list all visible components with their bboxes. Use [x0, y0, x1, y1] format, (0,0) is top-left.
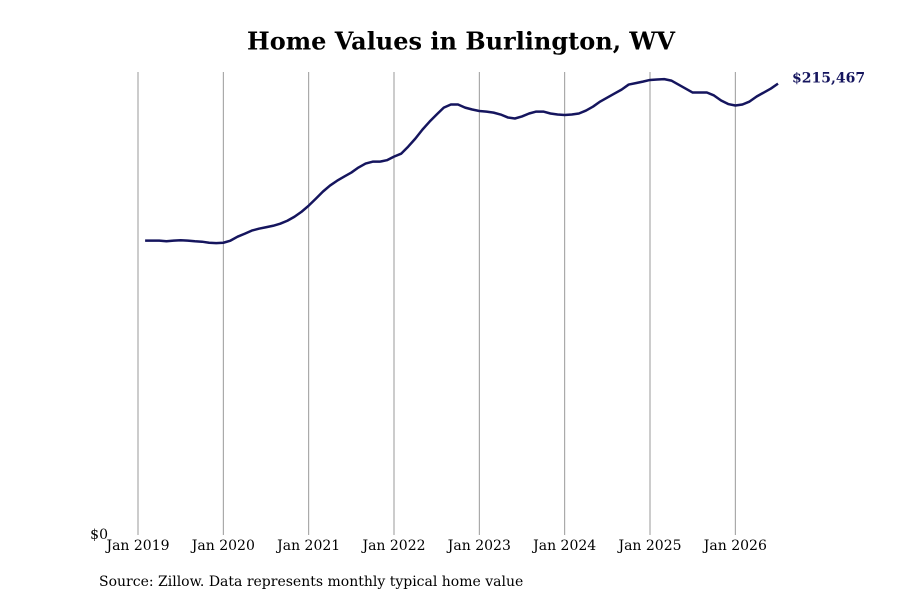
x-tick-label: Jan 2020 — [190, 538, 255, 554]
x-tick-label: Jan 2023 — [446, 538, 511, 554]
source-note: Source: Zillow. Data represents monthly … — [99, 574, 523, 590]
x-tick-label: Jan 2025 — [616, 538, 681, 554]
x-tick-label: Jan 2019 — [104, 538, 169, 554]
y-tick-label: $0 — [90, 527, 108, 543]
x-tick-label: Jan 2024 — [531, 538, 596, 554]
chart-title: Home Values in Burlington, WV — [247, 27, 675, 56]
x-tick-label: Jan 2022 — [360, 538, 425, 554]
value-label: $215,467 — [792, 71, 865, 87]
x-tick-label: Jan 2026 — [702, 538, 767, 554]
line-series — [145, 77, 779, 245]
x-tick-label: Jan 2021 — [275, 538, 340, 554]
